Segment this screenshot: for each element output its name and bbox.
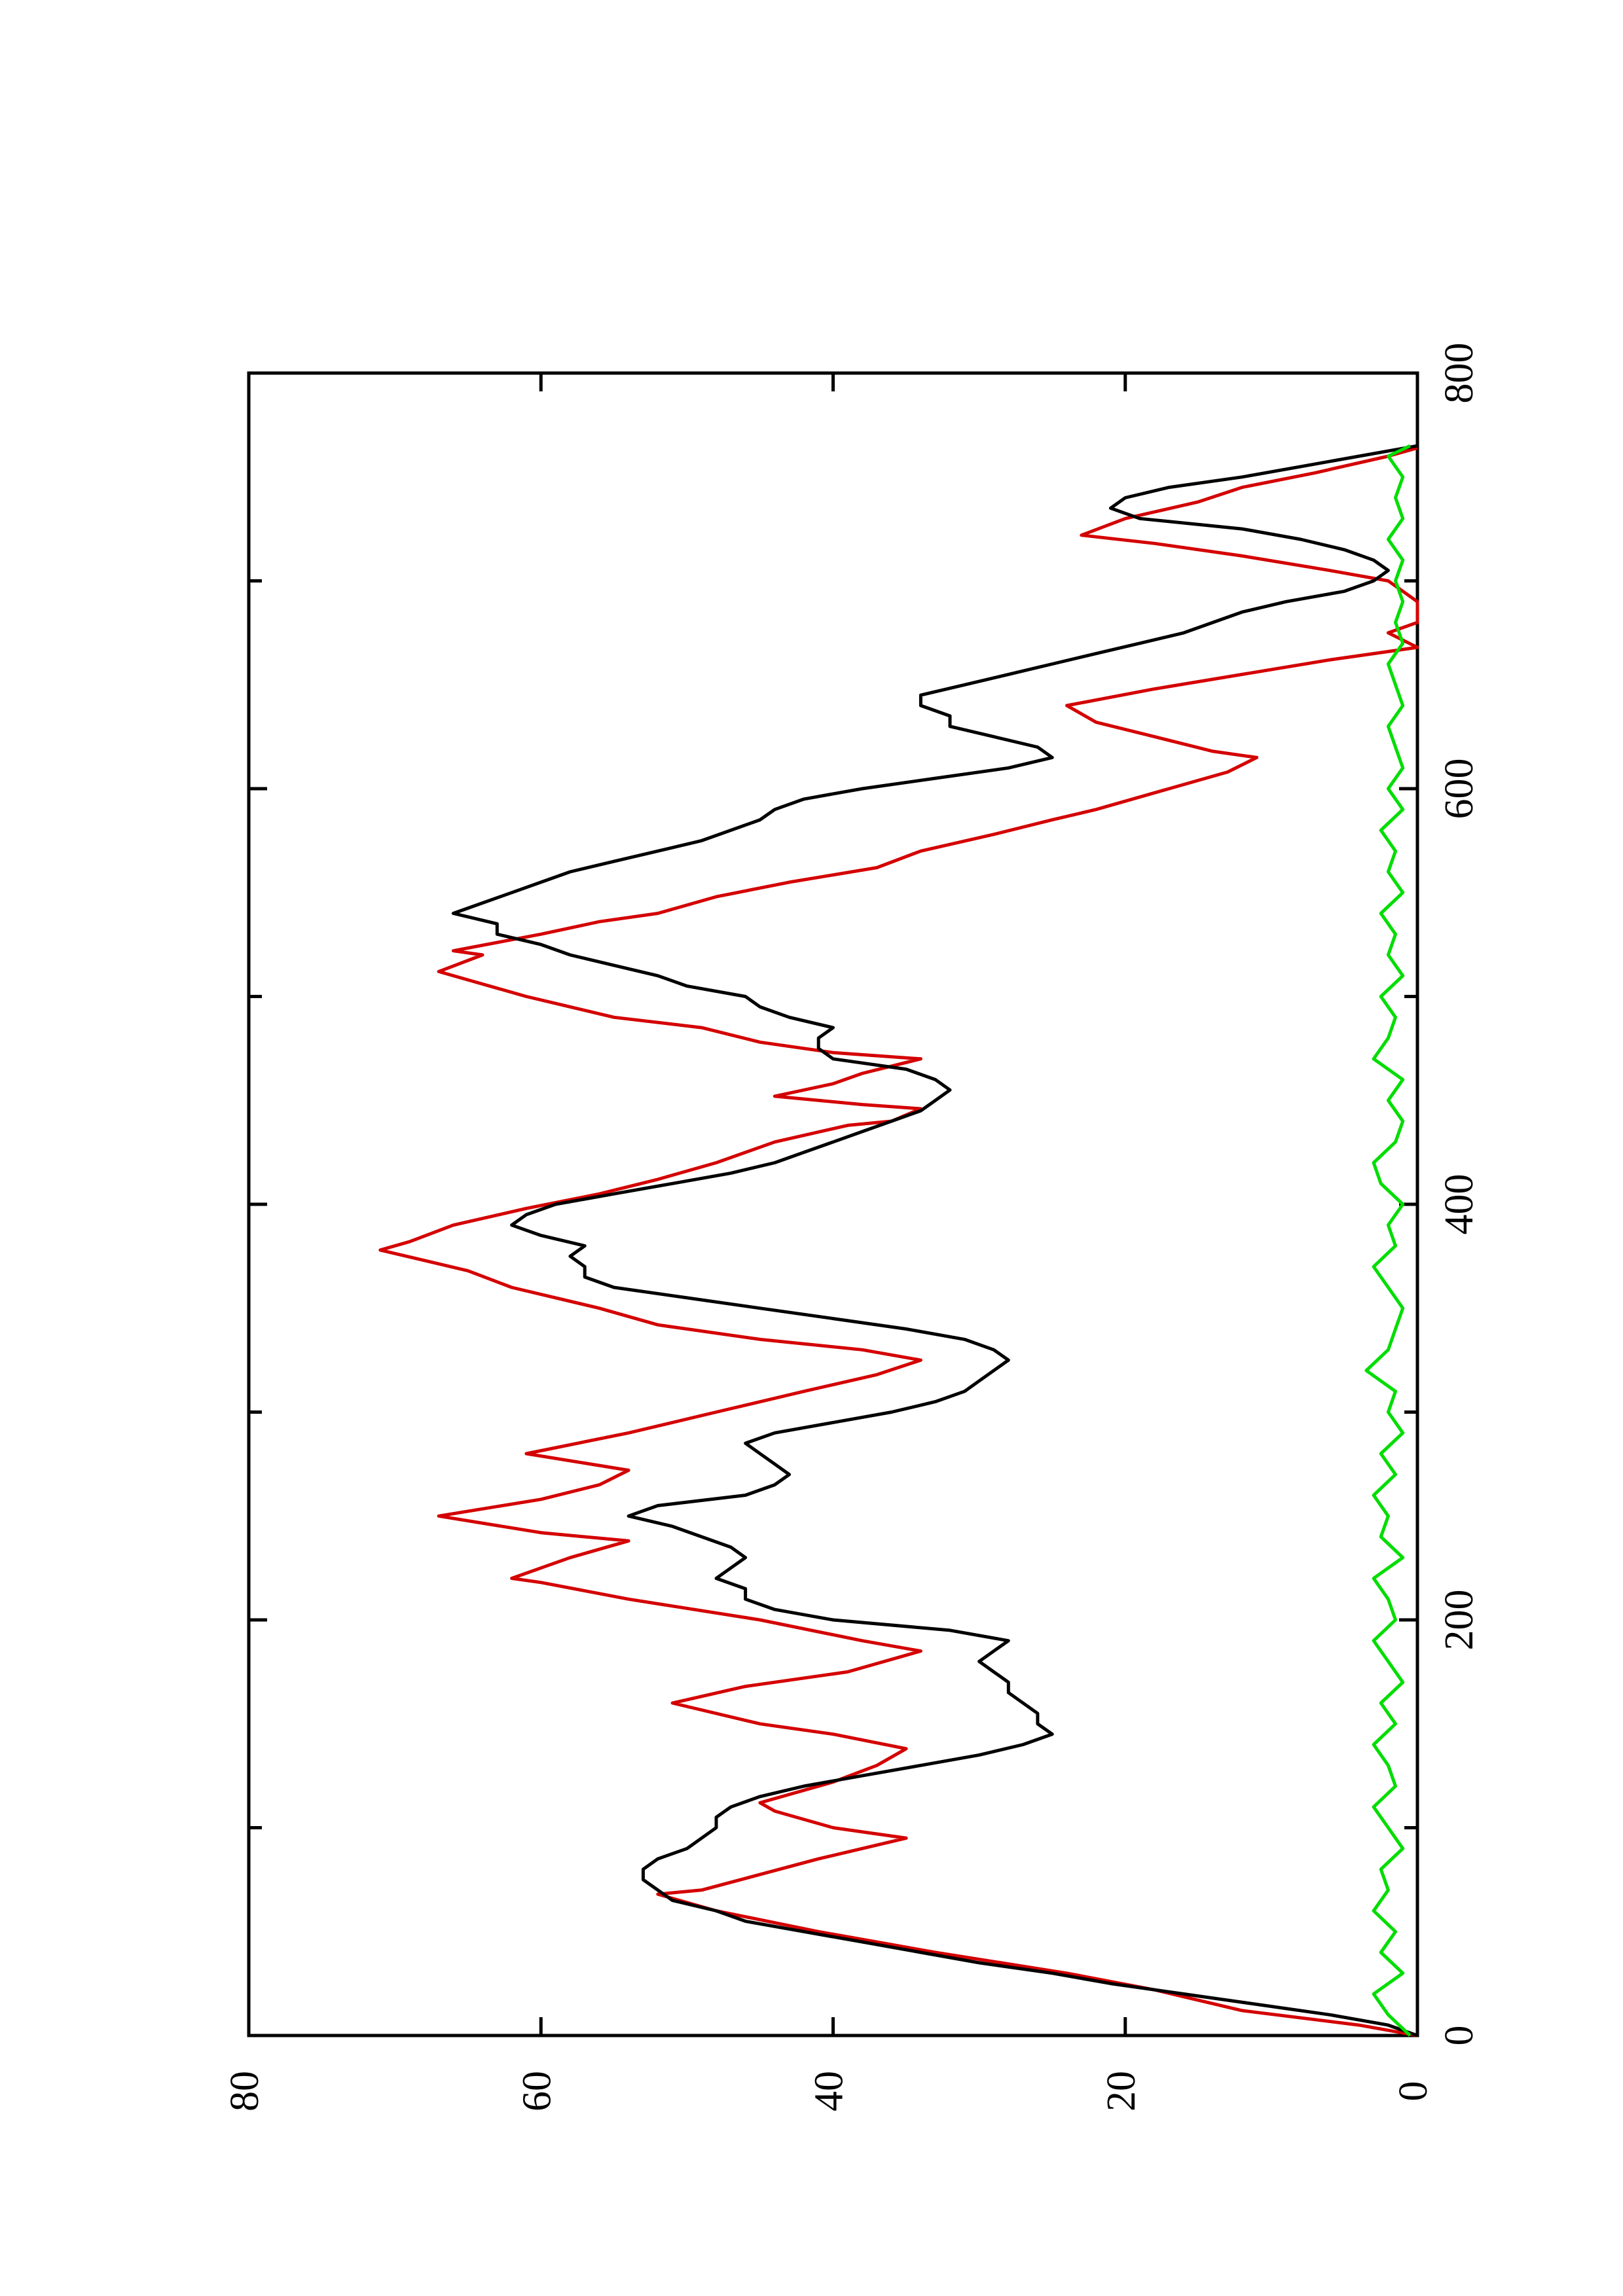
- y-tick-label: 60: [515, 2071, 559, 2111]
- series-line-3: [1364, 444, 1412, 2037]
- y-tick-label: 20: [1099, 2071, 1144, 2111]
- series-line-1: [378, 446, 1419, 2037]
- series-line-2: [451, 444, 1418, 2037]
- series-lines: [378, 444, 1419, 2037]
- y-tick-label: 40: [807, 2071, 852, 2111]
- axis-ticks: [247, 371, 1419, 2037]
- plot-frame: [247, 371, 1419, 2037]
- x-tick-label: 0: [1437, 2026, 1482, 2046]
- x-tick-label: 200: [1437, 1590, 1482, 1651]
- x-tick-label: 400: [1437, 1174, 1482, 1235]
- axis-tick-labels: 0 200 400 600 800 0 20 40 60 80: [223, 343, 1482, 2112]
- x-tick-label: 800: [1437, 343, 1482, 404]
- x-tick-label: 600: [1437, 759, 1482, 819]
- y-tick-label: 0: [1391, 2081, 1436, 2102]
- y-tick-label: 80: [223, 2071, 267, 2111]
